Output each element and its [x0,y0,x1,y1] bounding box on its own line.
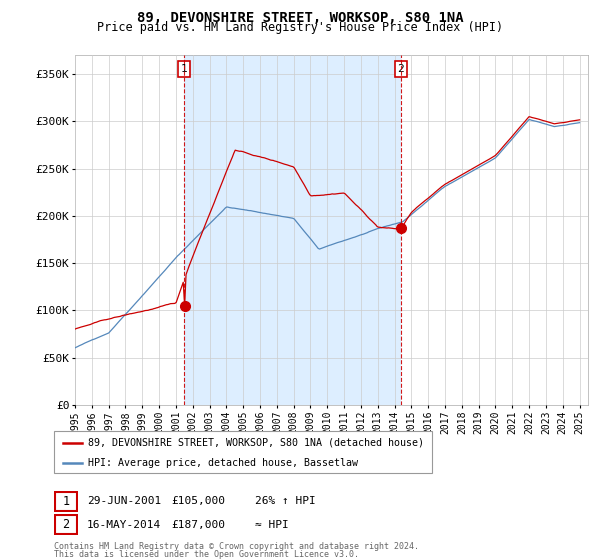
Bar [184,55,401,405]
Text: Contains HM Land Registry data © Crown copyright and database right 2024.: Contains HM Land Registry data © Crown c… [54,542,419,551]
FancyBboxPatch shape [55,515,77,534]
Text: 1: 1 [62,494,70,508]
Text: 89, DEVONSHIRE STREET, WORKSOP, S80 1NA (detached house): 89, DEVONSHIRE STREET, WORKSOP, S80 1NA … [88,438,424,448]
Text: 1: 1 [181,64,188,74]
Text: 2: 2 [62,518,70,531]
FancyBboxPatch shape [54,431,432,473]
Text: £105,000: £105,000 [171,496,225,506]
Text: HPI: Average price, detached house, Bassetlaw: HPI: Average price, detached house, Bass… [88,458,358,468]
Text: 16-MAY-2014: 16-MAY-2014 [87,520,161,530]
Text: £187,000: £187,000 [171,520,225,530]
Text: 26% ↑ HPI: 26% ↑ HPI [255,496,316,506]
FancyBboxPatch shape [55,492,77,511]
Text: 29-JUN-2001: 29-JUN-2001 [87,496,161,506]
Text: Price paid vs. HM Land Registry's House Price Index (HPI): Price paid vs. HM Land Registry's House … [97,21,503,34]
Text: 89, DEVONSHIRE STREET, WORKSOP, S80 1NA: 89, DEVONSHIRE STREET, WORKSOP, S80 1NA [137,11,463,25]
Text: This data is licensed under the Open Government Licence v3.0.: This data is licensed under the Open Gov… [54,550,359,559]
Text: 2: 2 [397,64,404,74]
Text: ≈ HPI: ≈ HPI [255,520,289,530]
